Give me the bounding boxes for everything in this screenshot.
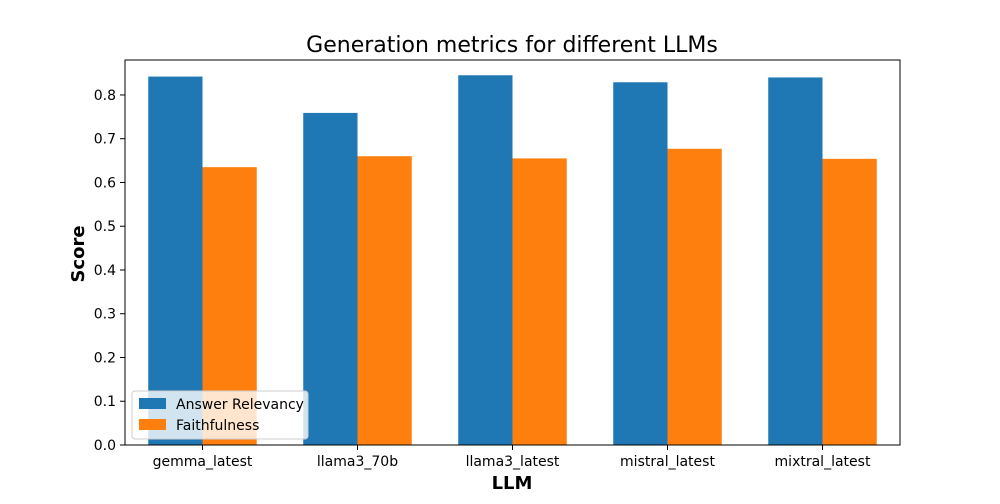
bar-answer-relevancy-llama3-latest [458,75,513,446]
x-tick-label: llama3_70b [317,454,398,470]
x-tick-label: llama3_latest [466,454,560,470]
x-tick-label: mixtral_latest [775,454,871,470]
bar-faithfulness-mixtral-latest [822,158,877,445]
y-tick-label: 0.8 [94,88,116,104]
bar-faithfulness-mistral-latest [667,148,722,445]
bar-answer-relevancy-llama3-70b [303,112,358,446]
bars-layer [148,75,877,446]
legend-label-faithfulness: Faithfulness [176,418,259,434]
y-tick-label: 0.3 [94,307,116,323]
y-tick-label: 0.7 [94,132,116,148]
x-axis-label: LLM [492,473,533,494]
x-axis: gemma_latest llama3_70b llama3_latest mistr… [153,445,871,470]
chart-title: Generation metrics for different LLMs [306,33,718,58]
y-tick-label: 0.0 [94,438,116,454]
bar-faithfulness-llama3-70b [357,156,412,445]
bar-answer-relevancy-gemma-latest [148,76,203,445]
bar-faithfulness-llama3-latest [512,158,567,445]
x-tick-label: mistral_latest [620,454,715,470]
x-tick-label: gemma_latest [153,454,253,470]
y-axis-label: Score [68,225,89,282]
y-tick-label: 0.2 [94,350,116,366]
bar-answer-relevancy-mistral-latest [613,82,668,446]
legend-label-answer-relevancy: Answer Relevancy [176,397,304,413]
legend-swatch-answer-relevancy [139,398,166,409]
y-axis: 0.0 0.1 0.2 0.3 0.4 0.5 0.6 0.7 0.8 [94,88,125,454]
y-tick-label: 0.4 [94,263,116,279]
y-tick-label: 0.5 [94,219,116,235]
legend-swatch-faithfulness [139,419,166,430]
y-tick-label: 0.1 [94,394,116,410]
y-tick-label: 0.6 [94,175,116,191]
bar-answer-relevancy-mixtral-latest [768,77,823,446]
legend-box [131,390,309,440]
legend: Answer Relevancy Faithfulness [131,390,309,440]
